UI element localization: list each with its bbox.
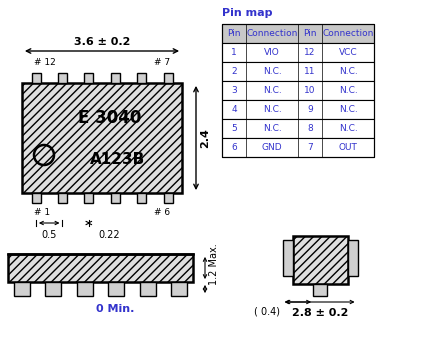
- Bar: [164, 193, 172, 203]
- Text: N.C.: N.C.: [263, 86, 281, 95]
- Text: # 1: # 1: [34, 208, 50, 217]
- Text: Pin map: Pin map: [222, 8, 272, 18]
- Bar: [313, 284, 327, 296]
- Bar: [77, 282, 93, 296]
- Bar: [8, 254, 193, 282]
- Bar: [108, 282, 124, 296]
- Text: Connection: Connection: [246, 29, 298, 38]
- Bar: [222, 138, 374, 157]
- Text: 3: 3: [231, 86, 237, 95]
- Text: 0.22: 0.22: [98, 230, 120, 240]
- Bar: [139, 282, 155, 296]
- Bar: [164, 73, 172, 83]
- Text: 8: 8: [307, 124, 313, 133]
- Text: 2: 2: [231, 67, 237, 76]
- Text: 7: 7: [307, 143, 313, 152]
- Text: 12: 12: [304, 48, 316, 57]
- Bar: [222, 62, 374, 81]
- Bar: [171, 282, 187, 296]
- Bar: [222, 24, 374, 43]
- Bar: [282, 240, 293, 276]
- Text: 1.2 Max.: 1.2 Max.: [209, 243, 219, 285]
- Text: # 7: # 7: [154, 58, 170, 67]
- Text: N.C.: N.C.: [339, 124, 357, 133]
- Text: 2.4: 2.4: [200, 128, 210, 148]
- Bar: [14, 282, 30, 296]
- Text: N.C.: N.C.: [263, 105, 281, 114]
- Bar: [222, 119, 374, 138]
- Text: 6: 6: [231, 143, 237, 152]
- Text: # 6: # 6: [154, 208, 170, 217]
- Text: # 12: # 12: [34, 58, 56, 67]
- Bar: [222, 81, 374, 100]
- Text: N.C.: N.C.: [263, 67, 281, 76]
- Text: Connection: Connection: [322, 29, 374, 38]
- Bar: [222, 100, 374, 119]
- Bar: [222, 24, 374, 157]
- Text: ( 0.4): ( 0.4): [253, 307, 279, 317]
- Bar: [111, 73, 120, 83]
- Text: Pin: Pin: [227, 29, 241, 38]
- Text: A123B: A123B: [90, 152, 145, 168]
- Text: 11: 11: [304, 67, 316, 76]
- Text: N.C.: N.C.: [263, 124, 281, 133]
- Bar: [111, 193, 120, 203]
- Text: OUT: OUT: [339, 143, 357, 152]
- Bar: [348, 240, 358, 276]
- Bar: [84, 193, 93, 203]
- Bar: [293, 236, 348, 284]
- Text: GND: GND: [262, 143, 282, 152]
- Text: VCC: VCC: [339, 48, 357, 57]
- Bar: [222, 43, 374, 62]
- Text: 0 Min.: 0 Min.: [96, 304, 135, 314]
- Bar: [137, 73, 146, 83]
- Bar: [22, 83, 182, 193]
- Bar: [58, 73, 67, 83]
- Text: N.C.: N.C.: [339, 86, 357, 95]
- Text: VIO: VIO: [264, 48, 280, 57]
- Bar: [32, 193, 41, 203]
- Bar: [137, 193, 146, 203]
- Text: 0.5: 0.5: [42, 230, 57, 240]
- Text: 4: 4: [231, 105, 237, 114]
- Text: 3.6 ± 0.2: 3.6 ± 0.2: [74, 37, 130, 47]
- Bar: [58, 193, 67, 203]
- Text: N.C.: N.C.: [339, 105, 357, 114]
- Text: E 3040: E 3040: [78, 109, 142, 127]
- Bar: [32, 73, 41, 83]
- Text: Pin: Pin: [303, 29, 317, 38]
- Text: 10: 10: [304, 86, 316, 95]
- Bar: [45, 282, 61, 296]
- Bar: [84, 73, 93, 83]
- Text: N.C.: N.C.: [339, 67, 357, 76]
- Text: 1: 1: [231, 48, 237, 57]
- Text: 5: 5: [231, 124, 237, 133]
- Text: 9: 9: [307, 105, 313, 114]
- Text: 2.8 ± 0.2: 2.8 ± 0.2: [292, 308, 348, 318]
